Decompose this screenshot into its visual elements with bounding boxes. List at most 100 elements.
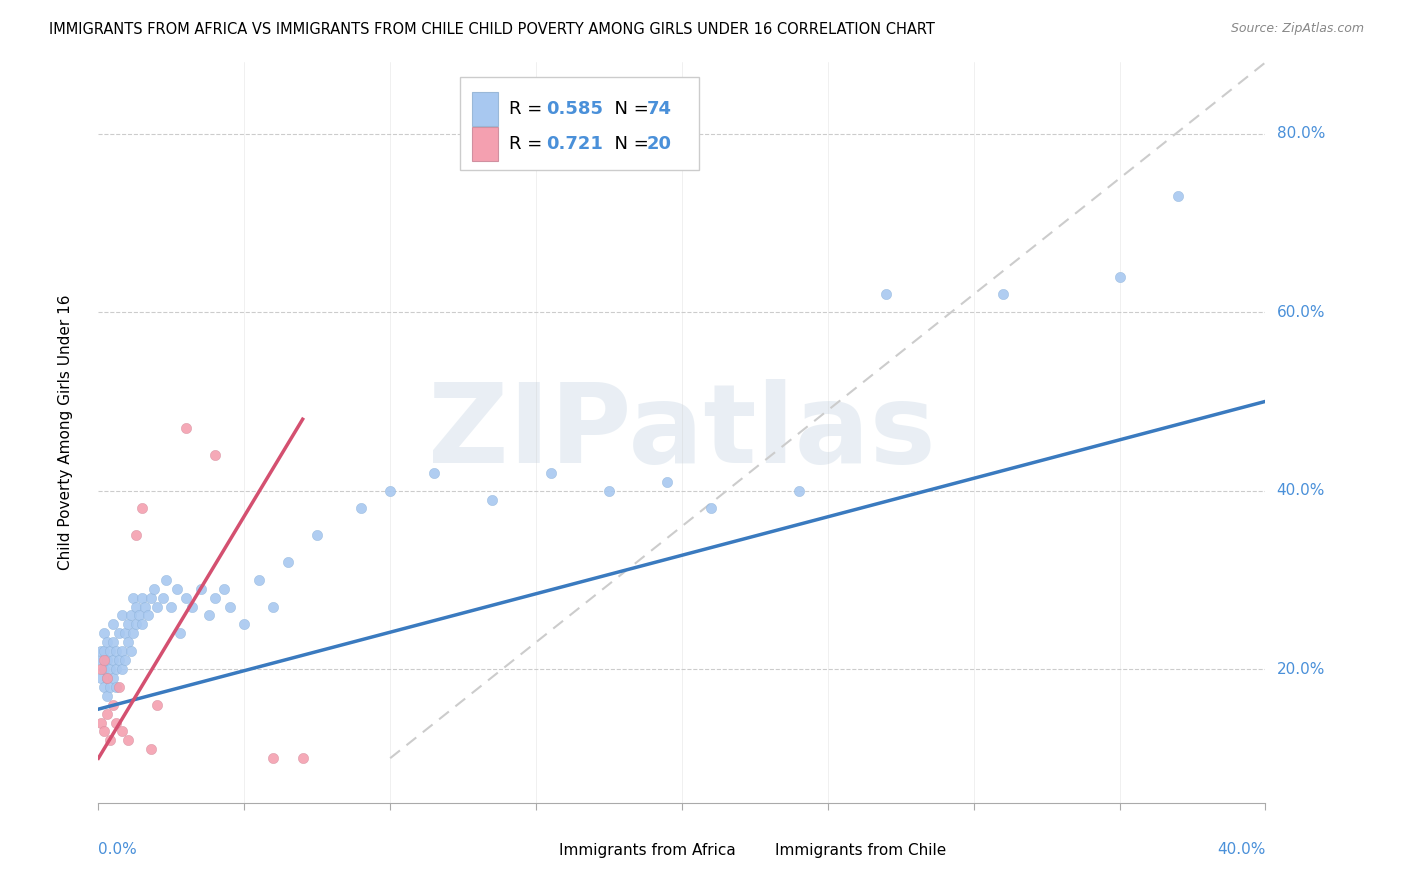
Point bbox=[111, 662, 134, 676]
Point bbox=[160, 599, 183, 614]
Text: 74: 74 bbox=[647, 100, 672, 118]
Point bbox=[218, 599, 240, 614]
FancyBboxPatch shape bbox=[460, 78, 699, 169]
Point bbox=[204, 591, 226, 605]
Point bbox=[540, 466, 562, 480]
Point bbox=[174, 421, 197, 435]
Point bbox=[169, 626, 191, 640]
Point bbox=[131, 591, 153, 605]
Y-axis label: Child Poverty Among Girls Under 16: Child Poverty Among Girls Under 16 bbox=[58, 295, 73, 570]
Point bbox=[122, 591, 145, 605]
Point bbox=[120, 608, 142, 623]
Point bbox=[93, 626, 115, 640]
Text: R =: R = bbox=[509, 100, 548, 118]
Point bbox=[139, 742, 162, 756]
Point bbox=[174, 591, 197, 605]
Point bbox=[120, 644, 142, 658]
Point bbox=[96, 671, 118, 685]
Point bbox=[1108, 269, 1130, 284]
Text: ZIPatlas: ZIPatlas bbox=[427, 379, 936, 486]
Point bbox=[98, 680, 121, 694]
Text: 0.721: 0.721 bbox=[547, 135, 603, 153]
Point bbox=[125, 617, 148, 632]
Text: 20.0%: 20.0% bbox=[1277, 662, 1324, 676]
Point bbox=[96, 653, 118, 667]
Point bbox=[277, 555, 299, 569]
Point bbox=[101, 617, 124, 632]
Point bbox=[262, 599, 284, 614]
Point bbox=[117, 733, 139, 747]
Point bbox=[93, 644, 115, 658]
Point bbox=[104, 680, 127, 694]
Text: N =: N = bbox=[603, 100, 654, 118]
Point bbox=[307, 528, 329, 542]
Point bbox=[114, 653, 136, 667]
Point bbox=[155, 573, 177, 587]
Point bbox=[93, 653, 115, 667]
Text: 80.0%: 80.0% bbox=[1277, 127, 1324, 141]
Point bbox=[700, 501, 723, 516]
Text: Source: ZipAtlas.com: Source: ZipAtlas.com bbox=[1230, 22, 1364, 36]
Point bbox=[114, 626, 136, 640]
Text: 60.0%: 60.0% bbox=[1277, 305, 1324, 319]
Point bbox=[96, 635, 118, 649]
Point bbox=[108, 653, 131, 667]
Point bbox=[204, 448, 226, 462]
Point bbox=[104, 644, 127, 658]
Text: 20: 20 bbox=[647, 135, 672, 153]
Point bbox=[90, 653, 112, 667]
FancyBboxPatch shape bbox=[472, 93, 498, 126]
Text: Immigrants from Chile: Immigrants from Chile bbox=[775, 844, 946, 858]
Point bbox=[111, 724, 134, 739]
Point bbox=[233, 617, 256, 632]
Point bbox=[657, 475, 679, 489]
Point bbox=[125, 528, 148, 542]
Point bbox=[423, 466, 446, 480]
Point bbox=[991, 287, 1014, 301]
Point bbox=[125, 599, 148, 614]
Text: 40.0%: 40.0% bbox=[1277, 483, 1324, 498]
Point bbox=[262, 751, 284, 765]
Text: N =: N = bbox=[603, 135, 654, 153]
FancyBboxPatch shape bbox=[530, 842, 554, 860]
Point bbox=[787, 483, 810, 498]
Point bbox=[350, 501, 373, 516]
Point bbox=[93, 680, 115, 694]
Point bbox=[98, 644, 121, 658]
Point bbox=[139, 591, 162, 605]
Point bbox=[122, 626, 145, 640]
Point bbox=[134, 599, 156, 614]
FancyBboxPatch shape bbox=[472, 128, 498, 161]
Point bbox=[180, 599, 202, 614]
Text: IMMIGRANTS FROM AFRICA VS IMMIGRANTS FROM CHILE CHILD POVERTY AMONG GIRLS UNDER : IMMIGRANTS FROM AFRICA VS IMMIGRANTS FRO… bbox=[49, 22, 935, 37]
Point bbox=[247, 573, 270, 587]
Point bbox=[131, 501, 153, 516]
Point bbox=[108, 626, 131, 640]
Text: 0.585: 0.585 bbox=[547, 100, 603, 118]
Point bbox=[481, 492, 503, 507]
Point bbox=[101, 671, 124, 685]
Point bbox=[108, 680, 131, 694]
Point bbox=[380, 483, 402, 498]
Point bbox=[117, 617, 139, 632]
FancyBboxPatch shape bbox=[747, 842, 769, 860]
Point bbox=[101, 698, 124, 712]
Point bbox=[128, 608, 150, 623]
Point bbox=[90, 715, 112, 730]
Point bbox=[98, 662, 121, 676]
Text: 40.0%: 40.0% bbox=[1218, 842, 1265, 856]
Point bbox=[111, 608, 134, 623]
Point bbox=[90, 662, 112, 676]
Point bbox=[212, 582, 235, 596]
Point bbox=[146, 698, 169, 712]
Point bbox=[875, 287, 897, 301]
Point bbox=[198, 608, 221, 623]
Point bbox=[93, 662, 115, 676]
Point bbox=[90, 644, 112, 658]
Point bbox=[117, 635, 139, 649]
Point bbox=[111, 644, 134, 658]
Point bbox=[152, 591, 174, 605]
Point bbox=[166, 582, 188, 596]
Point bbox=[96, 706, 118, 721]
Point bbox=[101, 653, 124, 667]
